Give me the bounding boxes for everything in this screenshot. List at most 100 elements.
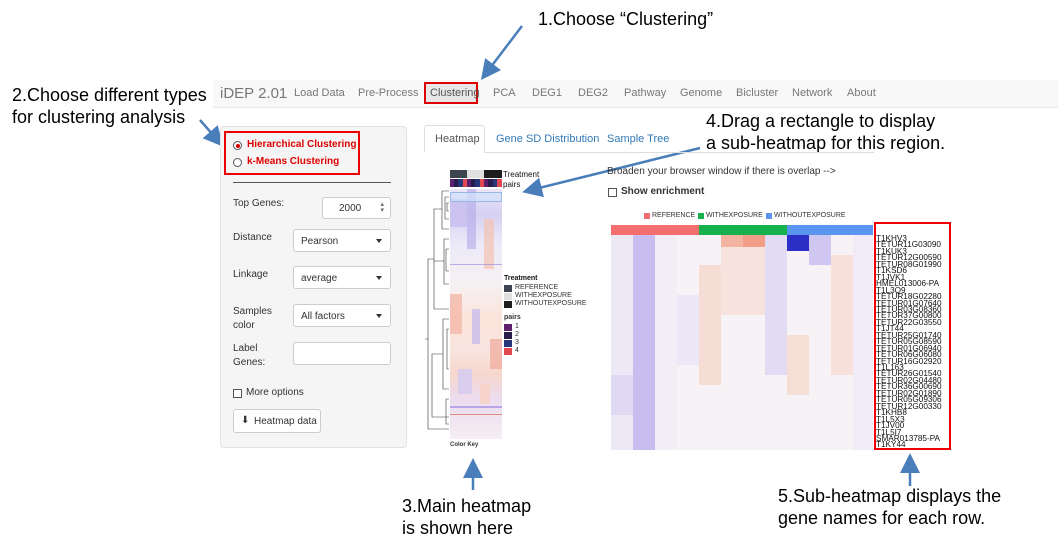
gene-name: T1KY44 bbox=[876, 440, 906, 447]
tab-heatmap[interactable]: Heatmap bbox=[435, 133, 480, 145]
samples-color-label-2: color bbox=[233, 320, 255, 331]
label-genes-input[interactable] bbox=[293, 342, 391, 365]
nav-deg2[interactable]: DEG2 bbox=[578, 87, 608, 99]
radio-kmeans[interactable] bbox=[233, 158, 242, 167]
clustering-method-highlight bbox=[224, 131, 360, 175]
gene-name: HMEL013006-PA bbox=[876, 279, 940, 289]
gene-name: TETUR01G07640 bbox=[876, 298, 942, 308]
gene-name: T1KSD6 bbox=[876, 266, 907, 276]
legend-pair-3: 3 bbox=[515, 339, 519, 346]
tabs-baseline bbox=[424, 152, 874, 153]
more-options-label[interactable]: More options bbox=[246, 387, 304, 398]
navbar bbox=[213, 80, 1058, 108]
top-genes-input[interactable]: 2000 ▴ ▾ bbox=[322, 197, 391, 219]
linkage-value: average bbox=[301, 273, 338, 284]
show-enrichment-label[interactable]: Show enrichment bbox=[621, 186, 705, 197]
top-genes-label: Top Genes: bbox=[233, 198, 285, 209]
nav-about[interactable]: About bbox=[847, 87, 876, 99]
gene-name: TETUR02G04480 bbox=[876, 375, 942, 385]
gene-name: TETUR11G03090 bbox=[876, 240, 941, 250]
spinner-icon[interactable]: ▴ ▾ bbox=[380, 201, 384, 214]
gene-name: T1KHB8 bbox=[876, 408, 907, 418]
chevron-down-icon bbox=[376, 314, 382, 318]
gene-name: T1JV00 bbox=[876, 421, 905, 431]
sidebar-divider bbox=[233, 182, 391, 183]
sub-treatment-withexposure bbox=[699, 225, 787, 235]
nav-active-highlight bbox=[424, 82, 478, 104]
nav-network[interactable]: Network bbox=[792, 87, 833, 99]
legend-swatch bbox=[504, 348, 512, 355]
gene-name: TETUR06G06080 bbox=[876, 350, 942, 360]
overlap-note: Broaden your browser window if there is … bbox=[607, 166, 836, 177]
nav-bicluster[interactable]: Bicluster bbox=[736, 87, 779, 99]
selection-rectangle[interactable] bbox=[450, 192, 502, 202]
legend-pair-4: 4 bbox=[515, 347, 519, 354]
main-heatmap[interactable]: Treatment pairs Treatment REFERENCE WITH… bbox=[424, 165, 594, 455]
samples-color-select[interactable]: All factors bbox=[293, 304, 391, 327]
distance-value: Pearson bbox=[301, 236, 339, 247]
treatment-bar bbox=[450, 170, 502, 178]
nav-pathway[interactable]: Pathway bbox=[624, 87, 667, 99]
treatment-axis-label: Treatment bbox=[503, 170, 540, 179]
download-icon: ⬇ bbox=[241, 415, 250, 426]
legend-swatch bbox=[766, 213, 772, 219]
label-genes-label-1: Label bbox=[233, 343, 258, 354]
distance-label: Distance bbox=[233, 232, 272, 243]
sub-treatment-withoutexposure bbox=[787, 225, 873, 235]
gene-name: TETUR12G00330 bbox=[876, 401, 942, 411]
legend-swatch bbox=[504, 324, 512, 331]
annotation-step2-line1: 2.Choose different types bbox=[12, 85, 207, 105]
legend-treatment-title: Treatment bbox=[504, 275, 538, 282]
gene-name: T1L3Q9 bbox=[876, 285, 906, 295]
nav-genome[interactable]: Genome bbox=[680, 87, 723, 99]
sub-legend-withexposure: WITHEXPOSURE bbox=[706, 212, 763, 219]
radio-kmeans-label[interactable]: k-Means Clustering bbox=[247, 156, 340, 167]
nav-deg1[interactable]: DEG1 bbox=[532, 87, 562, 99]
legend-swatch bbox=[504, 332, 512, 339]
nav-pre-process[interactable]: Pre-Process bbox=[358, 87, 419, 99]
samples-color-label-1: Samples bbox=[233, 306, 272, 317]
sub-treatment-reference bbox=[611, 225, 699, 235]
gene-name: T1L5X3 bbox=[876, 414, 905, 424]
annotation-step5-line1: 5.Sub-heatmap displays the bbox=[778, 486, 1002, 506]
gene-name: T1KUK3 bbox=[876, 246, 907, 256]
legend-reference: REFERENCE bbox=[515, 284, 559, 291]
sub-heatmap[interactable] bbox=[611, 225, 873, 450]
legend-swatch bbox=[504, 293, 512, 300]
radio-hierarchical-label[interactable]: Hierarchical Clustering bbox=[247, 139, 357, 150]
sub-legend-withoutexposure: WITHOUTEXPOSURE bbox=[774, 212, 846, 219]
gene-name: TETUR08G01990 bbox=[876, 259, 942, 269]
gene-name: T1JT44 bbox=[876, 324, 904, 334]
annotation-step4-line2: a sub-heatmap for this region. bbox=[706, 133, 946, 153]
linkage-label: Linkage bbox=[233, 269, 269, 280]
gene-name: TETUR37G00800 bbox=[876, 311, 942, 321]
gene-name: TETUR03G08360 bbox=[876, 304, 942, 314]
more-options-checkbox[interactable] bbox=[233, 389, 242, 398]
linkage-select[interactable]: average bbox=[293, 266, 391, 289]
legend-swatch bbox=[504, 301, 512, 308]
heatmap-grid[interactable] bbox=[450, 189, 502, 439]
nav-clustering[interactable]: Clustering bbox=[430, 87, 480, 99]
heatmap-data-button[interactable]: ⬇ Heatmap data bbox=[233, 409, 321, 433]
sub-heatmap-grid[interactable] bbox=[611, 235, 873, 450]
gene-name: TETUR26G01540 bbox=[876, 369, 942, 379]
nav-pca[interactable]: PCA bbox=[493, 87, 516, 99]
annotation-step3-line2: is shown here bbox=[402, 518, 514, 538]
radio-hierarchical[interactable] bbox=[233, 141, 242, 150]
tab-heatmap-active bbox=[424, 125, 485, 153]
tab-sample-tree[interactable]: Sample Tree bbox=[607, 133, 670, 145]
annotation-step2-line2: for clustering analysis bbox=[12, 107, 186, 127]
legend-withexposure: WITHEXPOSURE bbox=[515, 292, 572, 299]
gene-name: TETUR12G00590 bbox=[876, 253, 942, 263]
app-brand[interactable]: iDEP 2.01 bbox=[220, 85, 288, 102]
gene-name: TETUR01G06940 bbox=[876, 343, 942, 353]
legend-swatch bbox=[644, 213, 650, 219]
distance-select[interactable]: Pearson bbox=[293, 229, 391, 252]
show-enrichment-checkbox[interactable] bbox=[608, 188, 617, 197]
gene-names-highlight bbox=[874, 222, 951, 450]
nav-load-data[interactable]: Load Data bbox=[294, 87, 345, 99]
tab-gene-sd-distribution[interactable]: Gene SD Distribution bbox=[496, 133, 600, 145]
gene-name: T1L163 bbox=[876, 363, 904, 372]
legend-pair-2: 2 bbox=[515, 331, 519, 338]
